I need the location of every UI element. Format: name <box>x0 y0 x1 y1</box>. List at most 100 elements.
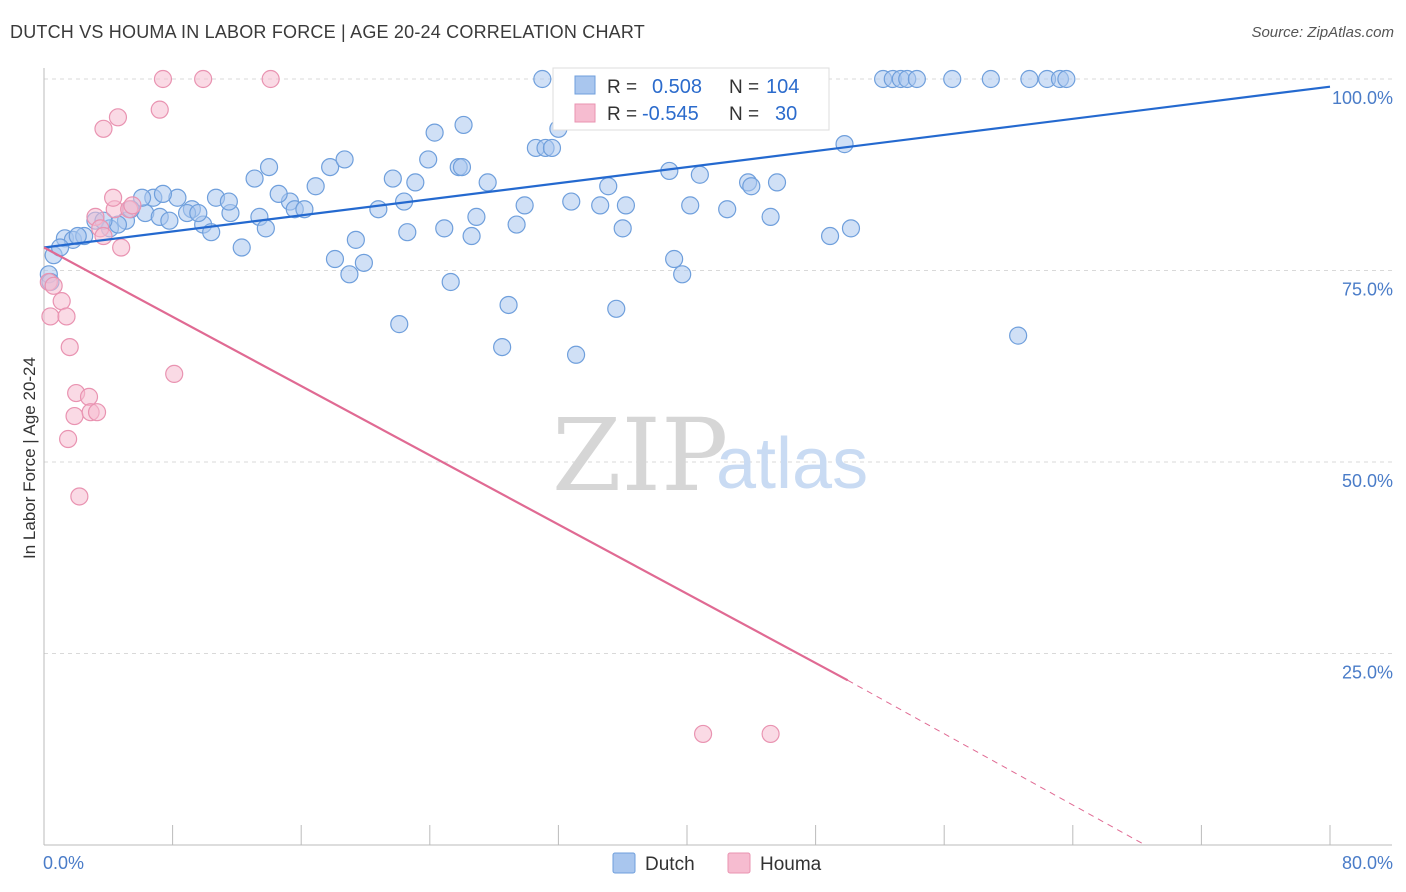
point-houma <box>112 238 131 257</box>
point-dutch <box>566 345 586 364</box>
point-dutch <box>454 115 473 135</box>
point-dutch <box>767 173 787 192</box>
point-houma <box>87 403 107 422</box>
legend-r-value-dutch: 0.508 <box>652 76 702 98</box>
gridlines <box>44 78 1392 654</box>
legend-n-label-houma: N = <box>729 104 759 125</box>
point-houma <box>94 119 113 138</box>
point-houma <box>194 69 213 89</box>
point-dutch <box>406 173 425 192</box>
point-dutch <box>533 69 552 89</box>
point-dutch <box>383 169 402 188</box>
point-dutch <box>981 69 1000 89</box>
legend-n-value-houma: 30 <box>775 103 797 125</box>
point-dutch <box>599 177 618 196</box>
point-dutch <box>499 295 518 315</box>
point-dutch <box>841 219 861 238</box>
point-houma <box>44 276 63 295</box>
point-houma <box>65 406 84 426</box>
point-houma <box>57 307 76 326</box>
x-tick-label: 0.0% <box>43 853 84 873</box>
point-dutch <box>245 169 264 188</box>
point-dutch <box>673 265 692 284</box>
point-dutch <box>232 238 251 257</box>
point-dutch <box>335 150 354 169</box>
point-dutch <box>478 173 497 192</box>
point-dutch <box>665 249 684 269</box>
point-dutch <box>690 165 709 184</box>
y-axis-label: In Labor Force | Age 20-24 <box>20 357 39 559</box>
point-houma <box>52 292 71 311</box>
trendline-dutch <box>43 85 1331 249</box>
point-dutch <box>591 196 610 215</box>
y-tick-label: 75.0% <box>1342 280 1393 300</box>
point-dutch <box>613 219 632 238</box>
point-dutch <box>1020 69 1039 89</box>
y-tick-label: 100.0% <box>1332 88 1393 108</box>
point-dutch <box>259 157 279 177</box>
data-points <box>39 69 1076 744</box>
point-houma <box>165 364 184 384</box>
point-dutch <box>452 157 472 177</box>
legend-r-label-houma: R = <box>607 104 637 125</box>
point-houma <box>761 724 780 744</box>
point-dutch <box>820 226 840 246</box>
legend-bottom-label-houma: Houma <box>760 854 822 875</box>
point-houma <box>94 226 113 246</box>
point-dutch <box>256 219 275 238</box>
point-dutch <box>493 338 512 357</box>
legend-stats: R = 0.508 N = 104 R = -0.545 N = 30 <box>552 67 830 131</box>
point-dutch <box>325 249 345 269</box>
legend-bottom-swatch-dutch <box>612 852 636 874</box>
point-dutch <box>354 253 373 272</box>
point-dutch <box>390 315 409 334</box>
point-dutch <box>219 192 238 211</box>
y-tick-label: 50.0% <box>1342 471 1393 491</box>
legend-swatch-houma <box>574 103 596 123</box>
point-houma <box>104 188 123 207</box>
legend-bottom-swatch-houma <box>727 852 751 874</box>
axes <box>43 68 1392 846</box>
trendline-houma-extension <box>847 679 1146 846</box>
point-dutch <box>542 138 562 158</box>
point-dutch <box>306 177 325 196</box>
tick-labels: 100.0% 75.0% 50.0% 25.0% 0.0% 80.0% <box>43 88 1393 873</box>
point-houma <box>59 429 78 449</box>
point-dutch <box>1009 326 1028 345</box>
point-dutch <box>943 69 962 89</box>
point-houma <box>108 108 128 127</box>
point-dutch <box>68 226 87 246</box>
point-houma <box>79 387 99 406</box>
point-dutch <box>718 200 737 219</box>
point-dutch <box>340 265 359 284</box>
point-houma <box>150 100 169 119</box>
point-dutch <box>269 184 288 203</box>
point-dutch <box>435 219 454 238</box>
point-dutch <box>419 150 438 169</box>
legend-r-value-houma: -0.545 <box>642 103 699 125</box>
point-dutch <box>507 215 526 234</box>
watermark-zip: ZIP <box>552 397 728 514</box>
point-houma <box>60 338 79 357</box>
watermark-atlas: atlas <box>716 424 868 504</box>
trend-lines <box>43 85 1331 846</box>
x-tick-label: 80.0% <box>1342 853 1393 873</box>
point-dutch <box>153 184 173 203</box>
point-dutch <box>441 272 460 292</box>
point-dutch <box>398 223 417 242</box>
point-dutch <box>462 226 481 246</box>
point-houma <box>41 307 60 326</box>
point-dutch <box>742 177 761 196</box>
legend-series: Dutch Houma <box>612 852 822 875</box>
legend-swatch-dutch <box>574 75 596 95</box>
point-dutch <box>346 230 365 249</box>
point-dutch <box>907 69 926 89</box>
trendline-houma <box>43 246 849 682</box>
point-dutch <box>1057 69 1076 89</box>
point-houma <box>123 196 142 215</box>
legend-n-label-dutch: N = <box>729 77 759 98</box>
point-houma <box>261 69 280 89</box>
point-dutch <box>835 135 854 154</box>
chart-title: DUTCH VS HOUMA IN LABOR FORCE | AGE 20-2… <box>10 22 645 42</box>
